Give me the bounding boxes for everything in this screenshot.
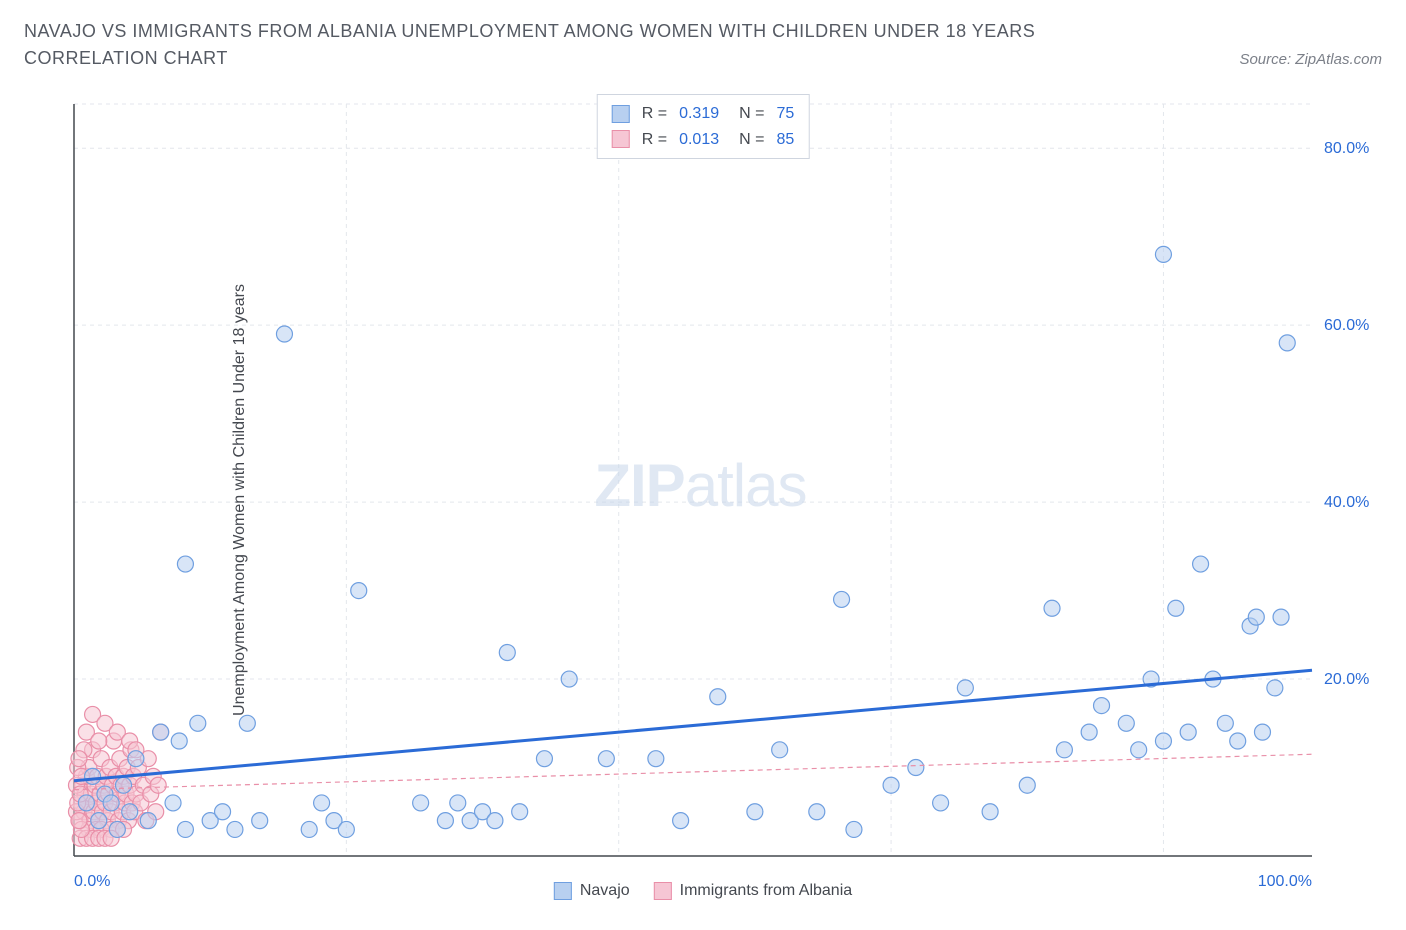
- legend-label: Immigrants from Albania: [680, 882, 853, 900]
- chart-header: NAVAJO VS IMMIGRANTS FROM ALBANIA UNEMPL…: [0, 0, 1406, 78]
- svg-text:40.0%: 40.0%: [1324, 494, 1369, 511]
- svg-text:100.0%: 100.0%: [1258, 873, 1312, 890]
- chart-title: NAVAJO VS IMMIGRANTS FROM ALBANIA UNEMPL…: [24, 18, 1144, 72]
- legend-swatch: [554, 882, 572, 900]
- stat-r-value: 0.013: [679, 127, 719, 153]
- stats-row: R = 0.013 N = 85: [612, 127, 795, 153]
- svg-text:80.0%: 80.0%: [1324, 140, 1369, 157]
- stat-n-label: N =: [739, 101, 764, 127]
- stat-r-value: 0.319: [679, 101, 719, 127]
- y-axis-label: Unemployment Among Women with Children U…: [231, 284, 249, 716]
- legend-swatch: [612, 105, 630, 123]
- chart-area: Unemployment Among Women with Children U…: [24, 94, 1382, 906]
- series-legend: Navajo Immigrants from Albania: [554, 882, 852, 900]
- stats-row: R = 0.319 N = 75: [612, 101, 795, 127]
- svg-text:0.0%: 0.0%: [74, 873, 110, 890]
- stat-n-value: 85: [776, 127, 794, 153]
- legend-swatch: [612, 130, 630, 148]
- scatter-chart: 20.0% 40.0% 60.0% 80.0% 0.0% 100.0%: [24, 94, 1382, 906]
- svg-text:20.0%: 20.0%: [1324, 671, 1369, 688]
- stats-legend-box: R = 0.319 N = 75 R = 0.013 N = 85: [597, 94, 810, 159]
- stat-n-label: N =: [739, 127, 764, 153]
- legend-label: Navajo: [580, 882, 630, 900]
- legend-item: Immigrants from Albania: [654, 882, 853, 900]
- svg-text:60.0%: 60.0%: [1324, 317, 1369, 334]
- source-attribution: Source: ZipAtlas.com: [1239, 51, 1382, 72]
- legend-item: Navajo: [554, 882, 630, 900]
- stat-n-value: 75: [776, 101, 794, 127]
- stat-r-label: R =: [642, 101, 667, 127]
- legend-swatch: [654, 882, 672, 900]
- stat-r-label: R =: [642, 127, 667, 153]
